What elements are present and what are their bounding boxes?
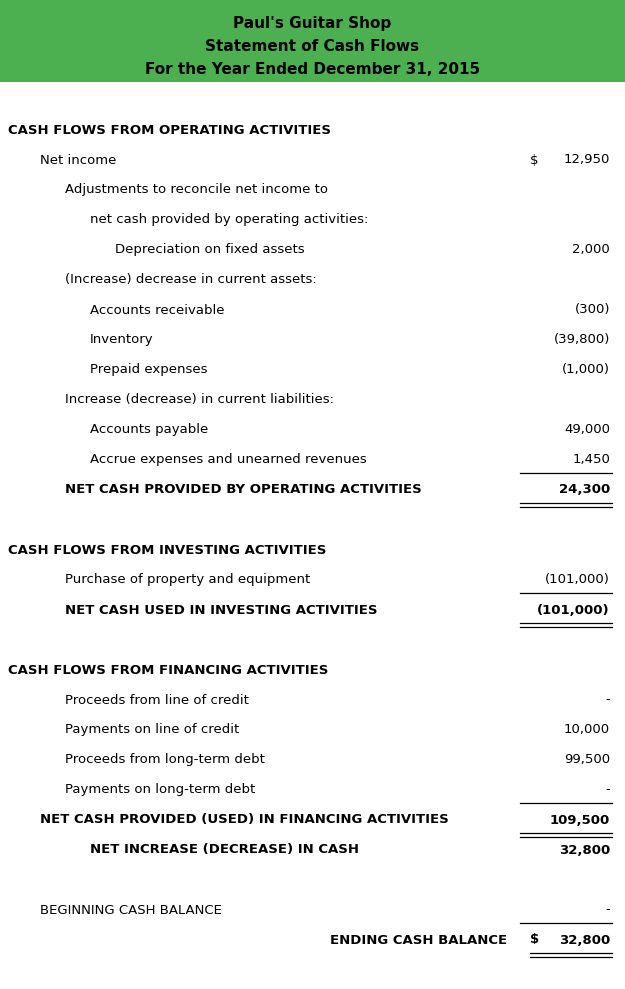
Text: (101,000): (101,000) <box>538 603 610 616</box>
Text: Prepaid expenses: Prepaid expenses <box>90 364 208 377</box>
Text: Accounts receivable: Accounts receivable <box>90 304 224 316</box>
Text: NET CASH USED IN INVESTING ACTIVITIES: NET CASH USED IN INVESTING ACTIVITIES <box>65 603 378 616</box>
Text: net cash provided by operating activities:: net cash provided by operating activitie… <box>90 214 368 226</box>
Text: Purchase of property and equipment: Purchase of property and equipment <box>65 574 310 586</box>
Text: CASH FLOWS FROM OPERATING ACTIVITIES: CASH FLOWS FROM OPERATING ACTIVITIES <box>8 124 331 136</box>
Text: Accrue expenses and unearned revenues: Accrue expenses and unearned revenues <box>90 454 367 467</box>
Text: (300): (300) <box>574 304 610 316</box>
Text: BEGINNING CASH BALANCE: BEGINNING CASH BALANCE <box>40 904 222 917</box>
Text: -: - <box>605 693 610 706</box>
Text: -: - <box>605 904 610 917</box>
Text: $: $ <box>530 934 539 946</box>
Text: 1,450: 1,450 <box>572 454 610 467</box>
Text: 32,800: 32,800 <box>559 844 610 856</box>
Text: NET CASH PROVIDED BY OPERATING ACTIVITIES: NET CASH PROVIDED BY OPERATING ACTIVITIE… <box>65 484 422 496</box>
Text: 99,500: 99,500 <box>564 754 610 766</box>
Text: ENDING CASH BALANCE: ENDING CASH BALANCE <box>330 934 507 946</box>
Text: $: $ <box>530 153 539 166</box>
Text: For the Year Ended December 31, 2015: For the Year Ended December 31, 2015 <box>145 62 480 77</box>
Text: 10,000: 10,000 <box>564 724 610 737</box>
Text: Adjustments to reconcile net income to: Adjustments to reconcile net income to <box>65 184 328 197</box>
Text: Payments on long-term debt: Payments on long-term debt <box>65 783 255 796</box>
Text: Proceeds from long-term debt: Proceeds from long-term debt <box>65 754 265 766</box>
Text: Paul's Guitar Shop: Paul's Guitar Shop <box>233 16 392 31</box>
Text: 24,300: 24,300 <box>559 484 610 496</box>
Text: CASH FLOWS FROM INVESTING ACTIVITIES: CASH FLOWS FROM INVESTING ACTIVITIES <box>8 544 326 557</box>
Text: 32,800: 32,800 <box>559 934 610 946</box>
Text: Inventory: Inventory <box>90 333 154 346</box>
Text: Statement of Cash Flows: Statement of Cash Flows <box>206 39 419 54</box>
Text: Increase (decrease) in current liabilities:: Increase (decrease) in current liabiliti… <box>65 394 334 406</box>
Text: (Increase) decrease in current assets:: (Increase) decrease in current assets: <box>65 274 317 287</box>
Text: NET CASH PROVIDED (USED) IN FINANCING ACTIVITIES: NET CASH PROVIDED (USED) IN FINANCING AC… <box>40 814 449 827</box>
Text: Payments on line of credit: Payments on line of credit <box>65 724 239 737</box>
Text: 12,950: 12,950 <box>564 153 610 166</box>
Bar <box>0 0 625 82</box>
Text: 49,000: 49,000 <box>564 423 610 436</box>
Text: Proceeds from line of credit: Proceeds from line of credit <box>65 693 249 706</box>
Text: Accounts payable: Accounts payable <box>90 423 208 436</box>
Text: 109,500: 109,500 <box>550 814 610 827</box>
Text: Net income: Net income <box>40 153 116 166</box>
Text: (1,000): (1,000) <box>562 364 610 377</box>
Text: (101,000): (101,000) <box>545 574 610 586</box>
Text: -: - <box>605 783 610 796</box>
Text: Depreciation on fixed assets: Depreciation on fixed assets <box>115 243 304 256</box>
Text: 2,000: 2,000 <box>572 243 610 256</box>
Text: CASH FLOWS FROM FINANCING ACTIVITIES: CASH FLOWS FROM FINANCING ACTIVITIES <box>8 664 328 676</box>
Text: NET INCREASE (DECREASE) IN CASH: NET INCREASE (DECREASE) IN CASH <box>90 844 359 856</box>
Text: (39,800): (39,800) <box>554 333 610 346</box>
